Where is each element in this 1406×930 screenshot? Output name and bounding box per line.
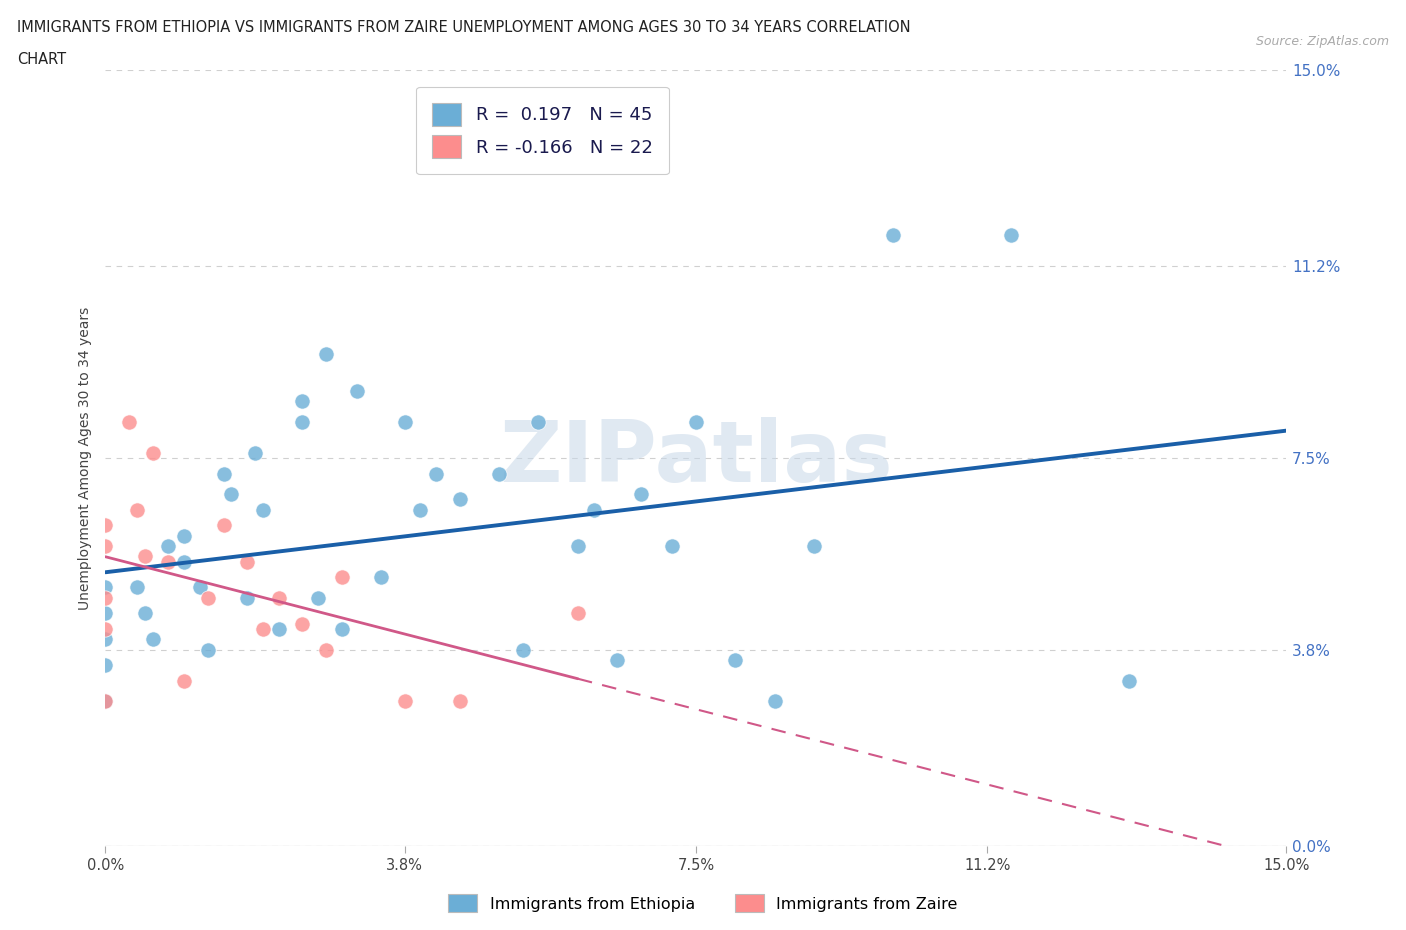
Point bbox=[567, 606, 589, 621]
Point bbox=[94, 694, 117, 709]
Point bbox=[291, 415, 314, 430]
Point bbox=[425, 466, 447, 481]
Point bbox=[252, 621, 274, 636]
Point bbox=[125, 580, 148, 595]
Text: CHART: CHART bbox=[17, 52, 66, 67]
Point bbox=[291, 393, 314, 408]
Point bbox=[94, 606, 117, 621]
Point bbox=[582, 502, 605, 517]
Point bbox=[243, 445, 266, 460]
Point bbox=[512, 642, 534, 657]
Point bbox=[134, 606, 156, 621]
Point bbox=[118, 415, 141, 430]
Point bbox=[527, 415, 550, 430]
Point bbox=[236, 554, 259, 569]
Point bbox=[94, 538, 117, 553]
Point bbox=[134, 549, 156, 564]
Point bbox=[94, 658, 117, 672]
Legend: Immigrants from Ethiopia, Immigrants from Zaire: Immigrants from Ethiopia, Immigrants fro… bbox=[441, 888, 965, 918]
Point bbox=[291, 617, 314, 631]
Point bbox=[449, 492, 471, 507]
Text: ZIPatlas: ZIPatlas bbox=[499, 417, 893, 499]
Point bbox=[370, 570, 392, 585]
Point bbox=[188, 580, 211, 595]
Point bbox=[606, 653, 628, 668]
Y-axis label: Unemployment Among Ages 30 to 34 years: Unemployment Among Ages 30 to 34 years bbox=[77, 306, 91, 610]
Point bbox=[173, 528, 195, 543]
Point bbox=[94, 580, 117, 595]
Point bbox=[685, 415, 707, 430]
Point bbox=[394, 694, 416, 709]
Point bbox=[763, 694, 786, 709]
Point bbox=[330, 570, 353, 585]
Point bbox=[173, 554, 195, 569]
Point bbox=[661, 538, 683, 553]
Point bbox=[394, 415, 416, 430]
Point bbox=[94, 518, 117, 533]
Text: Source: ZipAtlas.com: Source: ZipAtlas.com bbox=[1256, 35, 1389, 48]
Point bbox=[142, 631, 165, 646]
Point bbox=[267, 621, 290, 636]
Point bbox=[94, 591, 117, 605]
Point bbox=[724, 653, 747, 668]
Point bbox=[197, 591, 219, 605]
Point bbox=[803, 538, 825, 553]
Point bbox=[1000, 228, 1022, 243]
Point bbox=[449, 694, 471, 709]
Point bbox=[488, 466, 510, 481]
Point bbox=[267, 591, 290, 605]
Point bbox=[157, 538, 180, 553]
Point bbox=[1118, 673, 1140, 688]
Point bbox=[157, 554, 180, 569]
Point bbox=[94, 621, 117, 636]
Point bbox=[197, 642, 219, 657]
Point bbox=[125, 502, 148, 517]
Point bbox=[212, 518, 235, 533]
Point bbox=[173, 673, 195, 688]
Point bbox=[315, 347, 337, 362]
Point bbox=[252, 502, 274, 517]
Point bbox=[882, 228, 904, 243]
Point bbox=[221, 486, 243, 501]
Point bbox=[409, 502, 432, 517]
Legend: R =  0.197   N = 45, R = -0.166   N = 22: R = 0.197 N = 45, R = -0.166 N = 22 bbox=[416, 86, 669, 175]
Point bbox=[307, 591, 329, 605]
Point bbox=[212, 466, 235, 481]
Point bbox=[94, 631, 117, 646]
Point bbox=[330, 621, 353, 636]
Point bbox=[315, 642, 337, 657]
Point bbox=[346, 383, 368, 398]
Point bbox=[567, 538, 589, 553]
Point bbox=[94, 694, 117, 709]
Point bbox=[630, 486, 652, 501]
Text: IMMIGRANTS FROM ETHIOPIA VS IMMIGRANTS FROM ZAIRE UNEMPLOYMENT AMONG AGES 30 TO : IMMIGRANTS FROM ETHIOPIA VS IMMIGRANTS F… bbox=[17, 20, 911, 35]
Point bbox=[236, 591, 259, 605]
Point bbox=[142, 445, 165, 460]
